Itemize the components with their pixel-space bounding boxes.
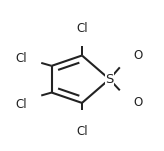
Text: S: S	[105, 73, 114, 86]
Text: Cl: Cl	[76, 22, 88, 35]
Text: Cl: Cl	[15, 52, 27, 65]
Text: O: O	[133, 96, 142, 109]
Text: O: O	[133, 49, 142, 62]
Text: Cl: Cl	[15, 98, 27, 111]
Text: Cl: Cl	[76, 125, 88, 138]
